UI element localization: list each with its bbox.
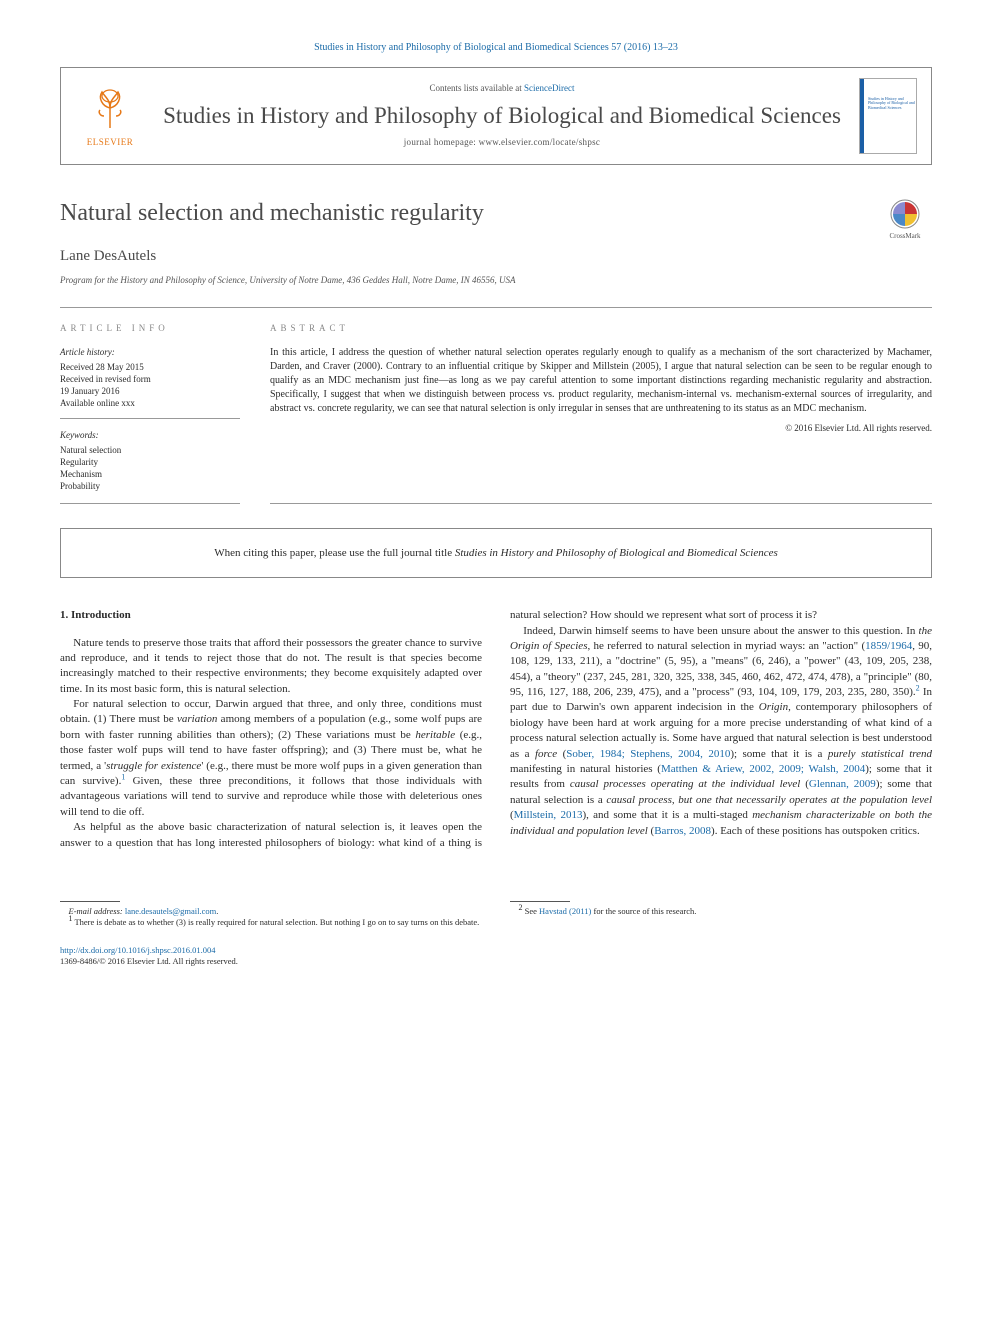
citation-note: When citing this paper, please use the f… [60,528,932,579]
footnote-2: 2 See Havstad (2011) for the source of t… [510,906,932,917]
article-title: Natural selection and mechanistic regula… [60,195,932,231]
homepage-label: journal homepage: [404,137,479,147]
citation-link[interactable]: Glennan, 2009 [809,778,876,790]
article-affiliation: Program for the History and Philosophy o… [60,274,932,288]
copyright: © 2016 Elsevier Ltd. All rights reserved… [270,422,932,436]
history-item: Received in revised form [60,373,240,385]
history-item: Available online xxx [60,397,240,409]
footnotes: E-mail address: lane.desautels@gmail.com… [60,901,932,929]
article-author: Lane DesAutels [60,245,932,268]
paragraph: Indeed, Darwin himself seems to have bee… [510,624,932,839]
bottom-info: http://dx.doi.org/10.1016/j.shpsc.2016.0… [60,945,932,968]
keyword: Mechanism [60,468,240,480]
article-info-column: article info Article history: Received 2… [60,322,240,504]
contents-line: Contents lists available at ScienceDirec… [161,82,843,96]
citation-link[interactable]: 1859/1964 [865,640,912,652]
elsevier-tree-icon [84,82,136,134]
crossmark-badge[interactable]: CrossMark [878,199,932,242]
crossmark-label: CrossMark [878,231,932,242]
publisher-label: ELSEVIER [75,136,145,150]
history-item: 19 January 2016 [60,385,240,397]
footnote-separator [510,901,570,902]
body-text: 1. Introduction Nature tends to preserve… [60,608,932,851]
citation-link[interactable]: Barros, 2008 [654,825,711,837]
journal-cover-thumb: Studies in History and Philosophy of Bio… [859,78,917,154]
keyword: Regularity [60,456,240,468]
abstract-column: abstract In this article, I address the … [270,322,932,504]
journal-title: Studies in History and Philosophy of Bio… [161,102,843,131]
footnote-email: E-mail address: lane.desautels@gmail.com… [60,906,482,917]
email-link[interactable]: lane.desautels@gmail.com [125,906,216,916]
top-citation: Studies in History and Philosophy of Bio… [60,40,932,55]
email-label: E-mail address: [69,906,123,916]
paragraph: For natural selection to occur, Darwin a… [60,697,482,820]
journal-header: ELSEVIER Contents lists available at Sci… [60,67,932,165]
citation-note-prefix: When citing this paper, please use the f… [214,547,455,559]
doi-link[interactable]: http://dx.doi.org/10.1016/j.shpsc.2016.0… [60,945,215,955]
citation-link[interactable]: Matthen & Ariew, 2002, 2009; Walsh, 2004 [661,763,865,775]
history-label: Article history: [60,346,240,360]
journal-homepage: journal homepage: www.elsevier.com/locat… [161,136,843,150]
abstract-heading: abstract [270,322,932,336]
crossmark-icon [890,199,920,229]
citation-link[interactable]: Sober, 1984; Stephens, 2004, 2010 [566,748,730,760]
citation-note-italic: Studies in History and Philosophy of Bio… [455,547,778,559]
keyword: Natural selection [60,444,240,456]
citation-link[interactable]: Havstad (2011) [539,906,591,916]
keyword: Probability [60,480,240,492]
footnote-1: 1 There is debate as to whether (3) is r… [60,917,482,928]
cover-text: Studies in History and Philosophy of Bio… [868,97,916,110]
citation-link[interactable]: Millstein, 2013 [514,809,583,821]
section-heading: 1. Introduction [60,608,482,623]
homepage-url: www.elsevier.com/locate/shpsc [479,137,601,147]
abstract-text: In this article, I address the question … [270,346,932,416]
paragraph: Nature tends to preserve those traits th… [60,636,482,698]
history-item: Received 28 May 2015 [60,361,240,373]
footnote-separator [60,901,120,902]
article-info-heading: article info [60,322,240,336]
sciencedirect-link[interactable]: ScienceDirect [524,83,574,93]
contents-prefix: Contents lists available at [430,83,524,93]
elsevier-logo: ELSEVIER [75,82,145,150]
keywords-label: Keywords: [60,429,240,443]
issn-line: 1369-8486/© 2016 Elsevier Ltd. All right… [60,956,238,966]
